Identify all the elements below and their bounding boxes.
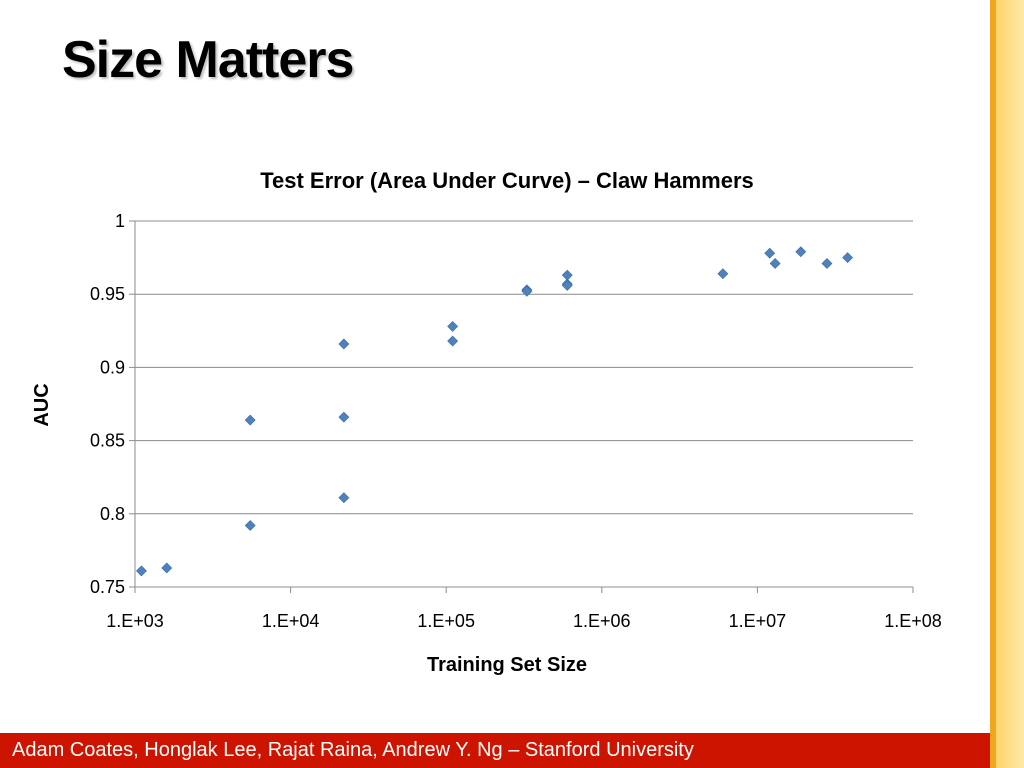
footer-bar: [0, 733, 990, 768]
data-point: [821, 258, 833, 269]
x-tick-label: 1.E+03: [106, 611, 164, 631]
data-point: [447, 320, 459, 332]
data-point: [136, 565, 147, 577]
side-stripe-yellow: [996, 0, 1024, 768]
x-tick-label: 1.E+05: [417, 611, 475, 631]
data-point: [842, 252, 854, 264]
gridlines: [135, 220, 913, 515]
data-point: [795, 246, 807, 258]
x-tick-labels: 1.E+03 1.E+04 1.E+05 1.E+06 1.E+07 1.E+08: [106, 611, 942, 631]
y-axis-label: AUC: [31, 383, 53, 426]
y-tick-label: 0.8: [100, 504, 125, 524]
data-point: [338, 411, 350, 423]
data-point: [338, 338, 350, 350]
chart-title: Test Error (Area Under Curve) – Claw Ham…: [260, 168, 754, 193]
y-tick-labels: 0.75 0.8 0.85 0.9 0.95 1: [90, 211, 125, 597]
data-point: [717, 268, 729, 280]
data-points: [136, 246, 854, 577]
data-point: [561, 279, 573, 291]
data-point: [244, 520, 256, 531]
data-point: [521, 285, 533, 297]
x-axis-label: Training Set Size: [427, 654, 587, 676]
axes: [129, 220, 914, 593]
y-tick-label: 1: [115, 211, 125, 231]
slide-title: Size Matters: [62, 31, 354, 89]
x-tick-label: 1.E+08: [884, 611, 942, 631]
data-point: [244, 414, 256, 426]
x-tick-label: 1.E+04: [262, 611, 320, 631]
data-point: [338, 492, 350, 504]
y-tick-label: 0.75: [90, 577, 125, 597]
data-point: [764, 247, 776, 259]
footer-credits: Adam Coates, Honglak Lee, Rajat Raina, A…: [12, 739, 694, 761]
y-tick-label: 0.95: [90, 284, 125, 304]
side-stripe-gold: [990, 0, 996, 768]
data-point: [769, 258, 781, 269]
data-point: [161, 562, 173, 574]
x-tick-label: 1.E+07: [729, 611, 787, 631]
data-point: [447, 335, 459, 347]
y-tick-label: 0.85: [90, 431, 125, 451]
y-tick-label: 0.9: [100, 357, 125, 377]
x-tick-label: 1.E+06: [573, 611, 631, 631]
